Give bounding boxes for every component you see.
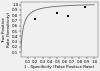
Point	[34, 19, 36, 20]
Y-axis label: True Positive
Rate (Sensitivity): True Positive Rate (Sensitivity)	[2, 12, 11, 47]
Point	[85, 7, 86, 8]
X-axis label: 1 - Specificity (False Positive Rate): 1 - Specificity (False Positive Rate)	[24, 65, 94, 69]
Point	[57, 13, 58, 14]
Point	[68, 16, 69, 17]
